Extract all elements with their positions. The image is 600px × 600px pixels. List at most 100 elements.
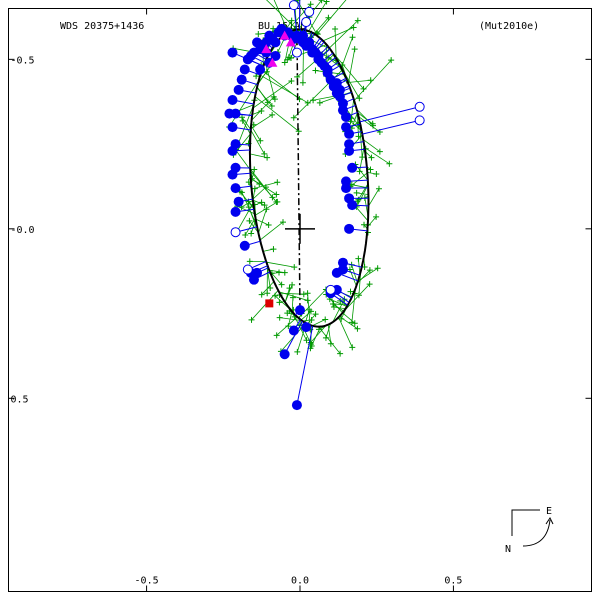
residual-line — [279, 317, 302, 322]
measurement-plus — [318, 0, 325, 4]
measurement-plus — [306, 306, 313, 313]
measurement-plus — [274, 198, 281, 205]
measurement-plus — [330, 304, 337, 311]
measurement-plus — [263, 68, 270, 75]
measure-point-open — [288, 0, 299, 11]
residual-line — [255, 218, 269, 226]
residual-line — [266, 261, 295, 268]
residual-line — [364, 147, 390, 165]
residual-line — [338, 317, 353, 348]
residual-line — [235, 149, 251, 171]
residual-line — [318, 326, 341, 354]
residual-line — [310, 326, 322, 349]
measurement-plus — [303, 337, 310, 344]
measure-point-filled — [227, 145, 238, 156]
measure-point-filled — [279, 349, 290, 360]
measurement-plus — [258, 291, 265, 298]
residual-line — [332, 299, 345, 323]
measure-point-filled — [307, 47, 318, 58]
residual-line — [357, 267, 378, 282]
measurement-plus — [373, 170, 380, 177]
measure-point-filled — [227, 47, 238, 58]
measurement-plus — [276, 314, 283, 321]
measurement-plus — [354, 17, 361, 24]
measurement-plus — [300, 291, 307, 298]
measure-point-filled — [227, 95, 238, 106]
measure-residual — [296, 325, 314, 406]
measurement-plus — [258, 199, 265, 206]
orbit-ellipse — [248, 28, 370, 328]
measurement-plus — [284, 56, 291, 63]
measure-point-filled — [252, 267, 263, 278]
measure-point-filled — [233, 196, 244, 207]
measurement-plus — [265, 221, 272, 228]
measure-point-magenta — [267, 57, 278, 67]
measure-point-filled — [224, 108, 235, 119]
measurement-points — [224, 0, 425, 411]
measurement-plus — [316, 99, 323, 106]
residual-line — [367, 216, 377, 227]
measurement-plus — [276, 299, 283, 306]
wds-label: WDS 20375+1436 — [60, 21, 144, 32]
residual-line — [259, 221, 284, 241]
measure-point-open — [242, 264, 253, 275]
residual-line — [253, 202, 262, 207]
measurement-plus — [270, 246, 277, 253]
residual-line — [339, 300, 348, 307]
measurement-plus — [273, 191, 280, 198]
residual-line — [325, 323, 331, 338]
measurement-plus — [356, 95, 363, 102]
measurement-plus — [367, 166, 374, 173]
measurement-plus — [367, 77, 374, 84]
measurement-plus — [281, 269, 288, 276]
measurement-plus — [248, 230, 255, 237]
measure-point-filled — [252, 37, 263, 48]
measurement-plus — [280, 219, 287, 226]
measure-point-filled — [227, 122, 238, 133]
measurement-plus — [274, 179, 281, 186]
residual-line — [266, 0, 298, 30]
measurement-plus — [304, 297, 311, 304]
residual-line — [350, 121, 362, 132]
measurement-plus — [375, 185, 382, 192]
residual-line — [250, 129, 265, 155]
measurement-plus — [374, 265, 381, 272]
measurement-plus — [263, 206, 270, 213]
measurement-plus — [350, 24, 357, 31]
measurement-plus — [337, 350, 344, 357]
measurement-plus — [251, 166, 258, 173]
compass-arrow-head — [545, 517, 554, 525]
measure-point-filled — [230, 206, 241, 217]
measurement-plus — [360, 85, 367, 92]
measure-point-filled — [337, 257, 348, 268]
residual-line — [252, 186, 267, 200]
measurement-plus — [366, 267, 373, 274]
measurement-plus — [307, 1, 314, 8]
measure-point-open — [304, 6, 315, 17]
measurement-plus — [348, 319, 355, 326]
measure-point-filled — [347, 162, 358, 173]
residual-line — [228, 80, 260, 128]
measure-point-filled — [276, 23, 287, 34]
measure-point-open — [291, 47, 302, 58]
measurement-plus — [353, 189, 360, 196]
residual-line — [250, 125, 261, 141]
measurement-plus — [294, 348, 301, 355]
measurement-plus — [255, 31, 262, 38]
measure-point-filled — [341, 122, 352, 133]
residual-line — [276, 316, 298, 336]
residual-line — [362, 139, 381, 153]
measure-point-red — [265, 299, 274, 308]
residual-line — [334, 28, 337, 59]
measure-point-filled — [255, 64, 266, 75]
y-tick-label: -0.5 — [11, 55, 35, 66]
residual-line — [249, 168, 273, 198]
measure-point-filled — [227, 169, 238, 180]
measurement-plus — [264, 154, 271, 161]
measurement-plus — [281, 59, 288, 66]
residual-line — [304, 309, 310, 323]
measure-point-filled — [334, 84, 345, 95]
measurement-plus — [289, 281, 296, 288]
residual-line — [329, 298, 348, 307]
